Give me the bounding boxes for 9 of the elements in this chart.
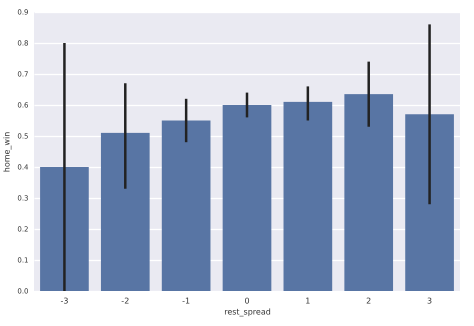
- x-tick-label: -2: [121, 296, 130, 306]
- x-tick-label: -3: [60, 296, 68, 306]
- y-axis-title: home_win: [2, 132, 12, 172]
- x-tick-label: 0: [244, 296, 250, 306]
- x-tick-label: 3: [427, 296, 432, 306]
- x-tick-label: 2: [366, 296, 372, 306]
- x-tick-label: 1: [305, 296, 310, 306]
- x-axis-title: rest_spread: [224, 308, 271, 316]
- x-tick-label: -1: [182, 296, 190, 306]
